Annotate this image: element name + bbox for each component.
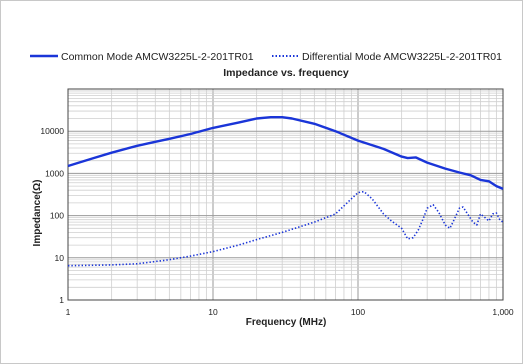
x-tick-labels: 1 10 100 1,000	[66, 307, 514, 317]
y-tick-label: 10	[55, 253, 65, 263]
x-tick-label: 1	[66, 307, 71, 317]
x-tick-label: 1,000	[492, 307, 514, 317]
x-axis-label: Frequency (MHz)	[246, 317, 327, 328]
legend-common-mode-label: Common Mode AMCW3225L-2-201TR01	[61, 51, 254, 63]
y-tick-labels: 1 10 100 1000 10000	[40, 126, 64, 305]
plot-background	[68, 89, 503, 300]
plot-border	[67, 88, 504, 301]
x-tick-label: 10	[208, 307, 218, 317]
y-tick-label: 100	[50, 211, 64, 221]
chart-title: Impedance vs. frequency	[223, 67, 349, 79]
series-layer	[67, 116, 504, 267]
x-tick-label: 100	[351, 307, 365, 317]
y-axis-label: Impedance(Ω)	[32, 180, 43, 247]
common-mode-series-line	[67, 116, 504, 191]
y-tick-label: 10000	[40, 126, 64, 136]
legend: Common Mode AMCW3225L-2-201TR01 Differen…	[30, 51, 502, 63]
legend-differential-mode-label: Differential Mode AMCW3225L-2-201TR01	[302, 51, 502, 63]
y-tick-label: 1	[59, 295, 64, 305]
y-tick-label: 1000	[45, 168, 64, 178]
grid	[68, 89, 503, 300]
plot-area	[67, 88, 504, 301]
